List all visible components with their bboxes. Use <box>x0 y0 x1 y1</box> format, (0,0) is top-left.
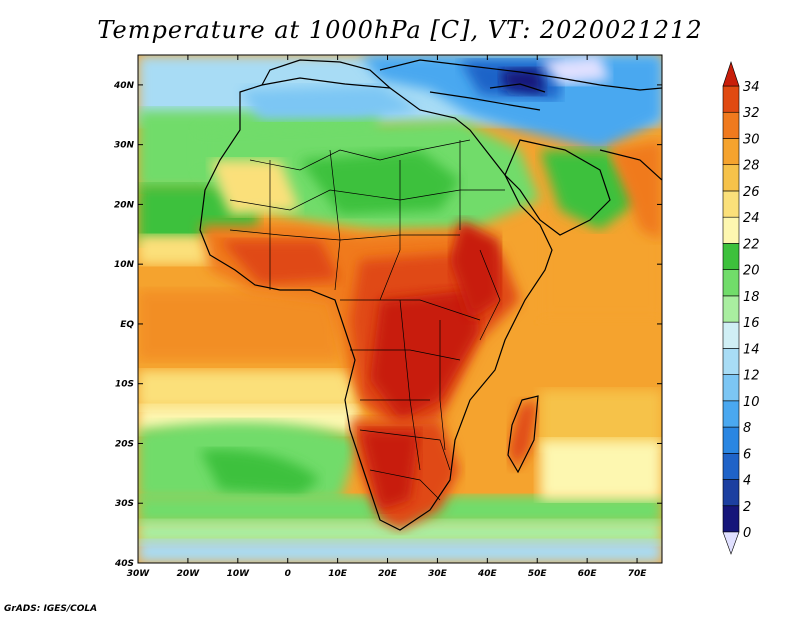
colorbar-segment <box>722 348 740 375</box>
colorbar-label: 24 <box>743 211 760 226</box>
colorbar-label: 10 <box>743 395 760 410</box>
colorbar-low-arrow <box>722 531 740 555</box>
colorbar-segment <box>722 400 740 428</box>
colorbar-label: 12 <box>743 369 760 384</box>
colorbar-label: 14 <box>743 342 760 357</box>
lat-tick-label: 10N <box>114 260 135 270</box>
colorbar-high-arrow <box>722 61 740 87</box>
lon-tick-label: 20E <box>378 569 398 579</box>
lon-tick-label: 10W <box>227 569 251 579</box>
colorbar-label: 30 <box>743 132 760 147</box>
colorbar-segment <box>722 269 740 297</box>
temperature-field <box>138 55 662 563</box>
lat-tick-label: 40S <box>114 559 134 569</box>
country-borders <box>229 139 505 501</box>
lon-tick-label: 20W <box>177 569 201 579</box>
colorbar-segment <box>722 426 740 454</box>
colorbar-label: 8 <box>743 421 751 436</box>
lon-tick-label: 60E <box>578 569 598 579</box>
colorbar-segment <box>722 321 740 349</box>
lon-tick-label: 50E <box>528 569 548 579</box>
lat-tick-label: 30N <box>114 141 135 151</box>
colorbar-segment <box>722 190 740 218</box>
colorbar-label: 26 <box>743 185 760 200</box>
colorbar-label: 0 <box>743 526 751 541</box>
coastlines <box>199 59 662 531</box>
longitude-axis: 30W 20W 10W 0 10E 20E 30E 40E 50E 60E 70E <box>127 55 647 579</box>
latitude-axis: 40N 30N 20N 10N EQ 10S 20S 30S 40S <box>113 81 662 569</box>
colorbar-label: 4 <box>743 474 751 489</box>
credit-label: GrADS: IGES/COLA <box>4 604 98 614</box>
map-title: Temperature at 1000hPa [C], VT: 20200212… <box>97 16 703 44</box>
colorbar-label: 34 <box>743 80 760 95</box>
lat-tick-label: 30S <box>115 499 134 509</box>
colorbar-segment <box>722 138 740 166</box>
colorbar-segment <box>722 243 740 270</box>
colorbar-label: 28 <box>743 159 760 174</box>
lon-tick-label: 30W <box>127 569 151 579</box>
colorbar-label: 32 <box>743 106 760 121</box>
map-frame <box>137 54 663 564</box>
colorbar-label: 2 <box>743 500 751 515</box>
colorbar-segment <box>722 505 740 533</box>
colorbar-segment <box>722 111 740 139</box>
colorbar-segment <box>722 216 740 244</box>
lon-tick-label: 40E <box>477 569 498 579</box>
colorbar-label: 20 <box>743 264 760 279</box>
lon-tick-label: 10E <box>328 569 348 579</box>
lon-tick-label: 70E <box>628 569 648 579</box>
colorbar-segment <box>722 85 740 113</box>
colorbar-label: 22 <box>743 237 760 252</box>
lat-tick-label: 20N <box>114 200 135 210</box>
colorbar-label: 6 <box>743 447 751 462</box>
lat-tick-label: 20S <box>115 439 134 449</box>
colorbar-segment <box>722 479 740 507</box>
lat-tick-label: EQ <box>120 320 134 330</box>
colorbar-segment <box>722 295 740 323</box>
colorbar-label: 18 <box>743 290 760 305</box>
colorbar-segment <box>722 164 740 192</box>
lat-tick-label: 10S <box>115 380 134 390</box>
lon-tick-label: 0 <box>285 569 291 579</box>
colorbar-label: 16 <box>743 316 760 331</box>
lon-tick-label: 30E <box>428 569 448 579</box>
colorbar-segment <box>722 452 740 480</box>
lat-tick-label: 40N <box>113 81 135 91</box>
colorbar-segment <box>722 374 740 402</box>
